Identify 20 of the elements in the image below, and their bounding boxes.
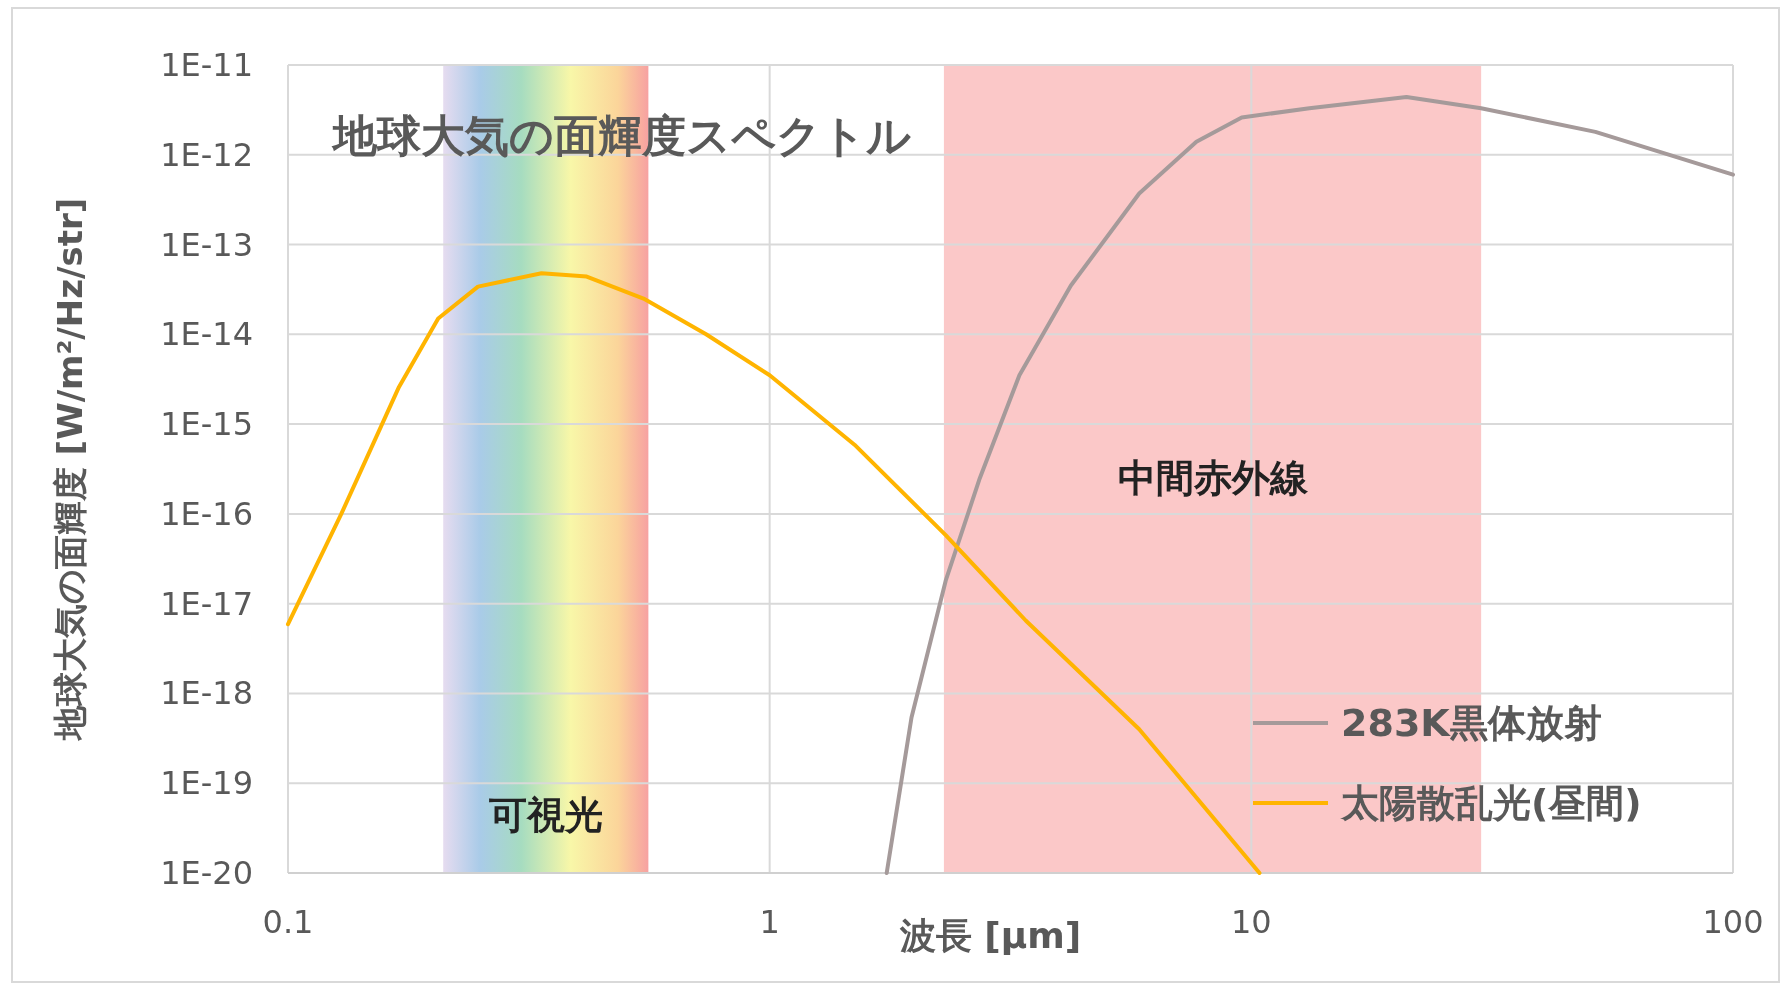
legend-label: 283K黒体放射: [1341, 701, 1602, 745]
y-tick-label: 1E-12: [160, 135, 253, 174]
y-tick-label: 1E-18: [160, 674, 253, 713]
y-axis-title: 地球大気の面輝度 [W/m²/Hz/str]: [50, 197, 90, 743]
y-tick-label: 1E-20: [160, 854, 253, 892]
y-tick-label: 1E-17: [160, 584, 253, 623]
x-axis-title: 波長 [µm]: [898, 915, 1082, 956]
y-tick-label: 1E-15: [160, 405, 253, 444]
band-label: 中間赤外線: [1117, 456, 1309, 501]
y-tick-label: 1E-19: [160, 764, 253, 803]
y-tick-label: 1E-13: [160, 225, 253, 264]
x-tick-label: 100: [1702, 903, 1764, 941]
legend-label: 太陽散乱光(昼間): [1340, 781, 1642, 825]
y-tick-label: 1E-16: [160, 494, 253, 533]
x-tick-label: 10: [1230, 903, 1272, 941]
x-tick-label: 1: [759, 903, 780, 941]
y-tick-label: 1E-14: [160, 315, 253, 354]
y-tick-label: 1E-11: [160, 46, 253, 84]
x-tick-label: 0.1: [262, 903, 314, 941]
band-label: 可視光: [488, 793, 603, 837]
